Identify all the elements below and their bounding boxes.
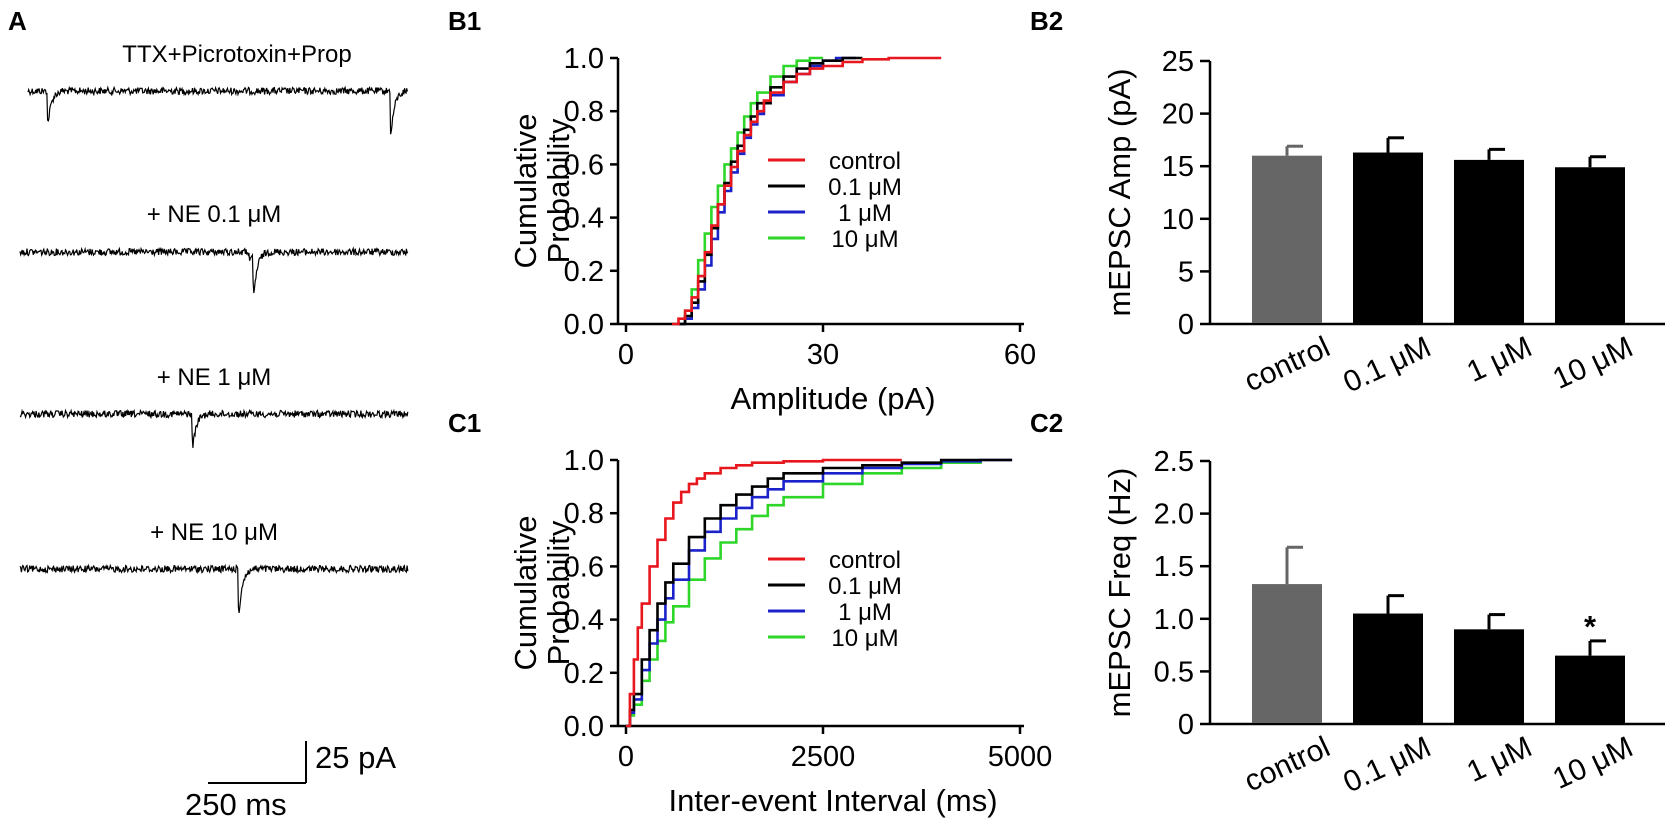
x-axis-label: Amplitude (pA) — [730, 381, 935, 416]
category-label: 0.1 μM — [1338, 730, 1436, 799]
significance-marker: * — [1584, 609, 1597, 644]
y-tick-label: 0.0 — [564, 711, 604, 743]
y-axis-label: mEPSC Amp (pA) — [1102, 68, 1137, 316]
bar-10-m — [1555, 655, 1625, 723]
y-tick-label: 0.4 — [564, 605, 604, 637]
category-label: 1 μM — [1462, 730, 1537, 788]
category-label: 10 μM — [1548, 330, 1638, 395]
legend-label: control — [829, 547, 901, 574]
y-tick-label: 15 — [1162, 151, 1194, 183]
legend-label: 1 μM — [838, 200, 892, 227]
chart-c1-interval-cdf: 0.0 0.2 0.4 0.6 0.8 1.0 0 2500 5000 Inter-event I… — [508, 445, 1052, 818]
scale-bar-current-label: 25 pA — [315, 740, 396, 775]
trace-label-ne-0-1: + NE 0.1 μM — [147, 201, 282, 228]
y-tick-label: 0.2 — [564, 658, 604, 690]
y-tick-label: 25 — [1162, 46, 1194, 78]
y-tick-label: 20 — [1162, 99, 1194, 131]
legend-label: 0.1 μM — [828, 573, 902, 600]
series-line-10-m — [678, 56, 823, 326]
y-tick-label: 0.8 — [564, 498, 604, 530]
bar-control — [1252, 155, 1322, 323]
trace-ne-1 — [19, 408, 409, 448]
y-tick-label: 2.5 — [1154, 446, 1194, 478]
y-tick-label: 0.5 — [1154, 656, 1194, 688]
series-line-10-m — [626, 460, 982, 728]
y-tick-label: 1.0 — [564, 43, 604, 75]
legend-label: 1 μM — [838, 599, 892, 626]
x-tick-label: 5000 — [988, 741, 1053, 773]
chart-b2-amplitude-bars: 0 5 10 15 20 25 mEPSC Amp (pA) control 0.1 μM 1 μ… — [1102, 46, 1665, 399]
category-label: control — [1239, 330, 1335, 398]
bar-0-1-m — [1353, 152, 1423, 323]
category-label: 10 μM — [1548, 730, 1638, 795]
y-tick-label: 0.4 — [564, 203, 604, 235]
y-axis-label-line2: Probability — [541, 118, 576, 263]
trace-ne-0-1 — [19, 246, 409, 294]
chart-b1-amplitude-cdf: 0.0 0.2 0.4 0.6 0.8 1.0 0 30 60 Amplitude (pA) Cum… — [508, 43, 1036, 416]
series-line-control — [672, 56, 942, 326]
y-axis-label-line1: Cumulative — [508, 515, 543, 670]
series-line-1-m — [626, 458, 1013, 728]
y-tick-label: 0.0 — [564, 309, 604, 341]
x-tick-label: 60 — [1004, 339, 1036, 371]
x-tick-label: 0 — [618, 741, 634, 773]
trace-control — [27, 85, 408, 135]
y-tick-label: 0.6 — [564, 149, 604, 181]
y-axis-label-line2: Probability — [541, 520, 576, 665]
y-tick-label: 0.6 — [564, 551, 604, 583]
y-tick-label: 0.8 — [564, 96, 604, 128]
trace-label-ne-10: + NE 10 μM — [150, 519, 278, 546]
bar-10-m — [1555, 167, 1625, 323]
trace-label-ne-1: + NE 1 μM — [157, 364, 272, 391]
category-label: 1 μM — [1462, 330, 1537, 388]
panel-label-c2: C2 — [1030, 408, 1063, 438]
y-axis-label: mEPSC Freq (Hz) — [1102, 468, 1137, 718]
y-tick-label: 0 — [1178, 709, 1194, 741]
panel-label-a: A — [8, 6, 27, 36]
bar-1-m — [1454, 629, 1524, 723]
legend-label: 0.1 μM — [828, 174, 902, 201]
bar-1-m — [1454, 159, 1524, 323]
x-tick-label: 2500 — [791, 741, 856, 773]
x-tick-label: 0 — [618, 339, 634, 371]
legend-label: 10 μM — [831, 226, 898, 253]
category-label: 0.1 μM — [1338, 330, 1436, 399]
trace-ne-10 — [19, 563, 409, 613]
panel-label-c1: C1 — [448, 408, 481, 438]
y-tick-label: 1.5 — [1154, 551, 1194, 583]
y-tick-label: 5 — [1178, 256, 1194, 288]
y-axis-label-line1: Cumulative — [508, 113, 543, 268]
y-tick-label: 0.2 — [564, 256, 604, 288]
y-tick-label: 10 — [1162, 204, 1194, 236]
trace-label-control: TTX+Picrotoxin+Prop — [122, 41, 351, 68]
y-tick-label: 2.0 — [1154, 499, 1194, 531]
series-line-control — [626, 458, 902, 728]
panel-label-b1: B1 — [448, 6, 481, 36]
trace-panel: TTX+Picrotoxin+Prop + NE 0.1 μM + NE 1 μ… — [19, 41, 409, 822]
panel-label-b2: B2 — [1030, 6, 1063, 36]
y-tick-label: 0 — [1178, 309, 1194, 341]
scale-bar-time-label: 250 ms — [185, 787, 287, 822]
y-tick-label: 1.0 — [564, 445, 604, 477]
x-tick-label: 30 — [807, 339, 839, 371]
y-tick-label: 1.0 — [1154, 604, 1194, 636]
series-line-0-1-m — [626, 458, 1013, 728]
chart-c2-frequency-bars: 0 0.5 1.0 1.5 2.0 2.5 mEPSC Freq (Hz) control 0.… — [1102, 446, 1665, 799]
legend-label: control — [829, 148, 901, 175]
category-label: control — [1239, 730, 1335, 798]
bar-0-1-m — [1353, 613, 1423, 723]
bar-control — [1252, 584, 1322, 723]
legend-label: 10 μM — [831, 625, 898, 652]
x-axis-label: Inter-event Interval (ms) — [668, 783, 997, 818]
